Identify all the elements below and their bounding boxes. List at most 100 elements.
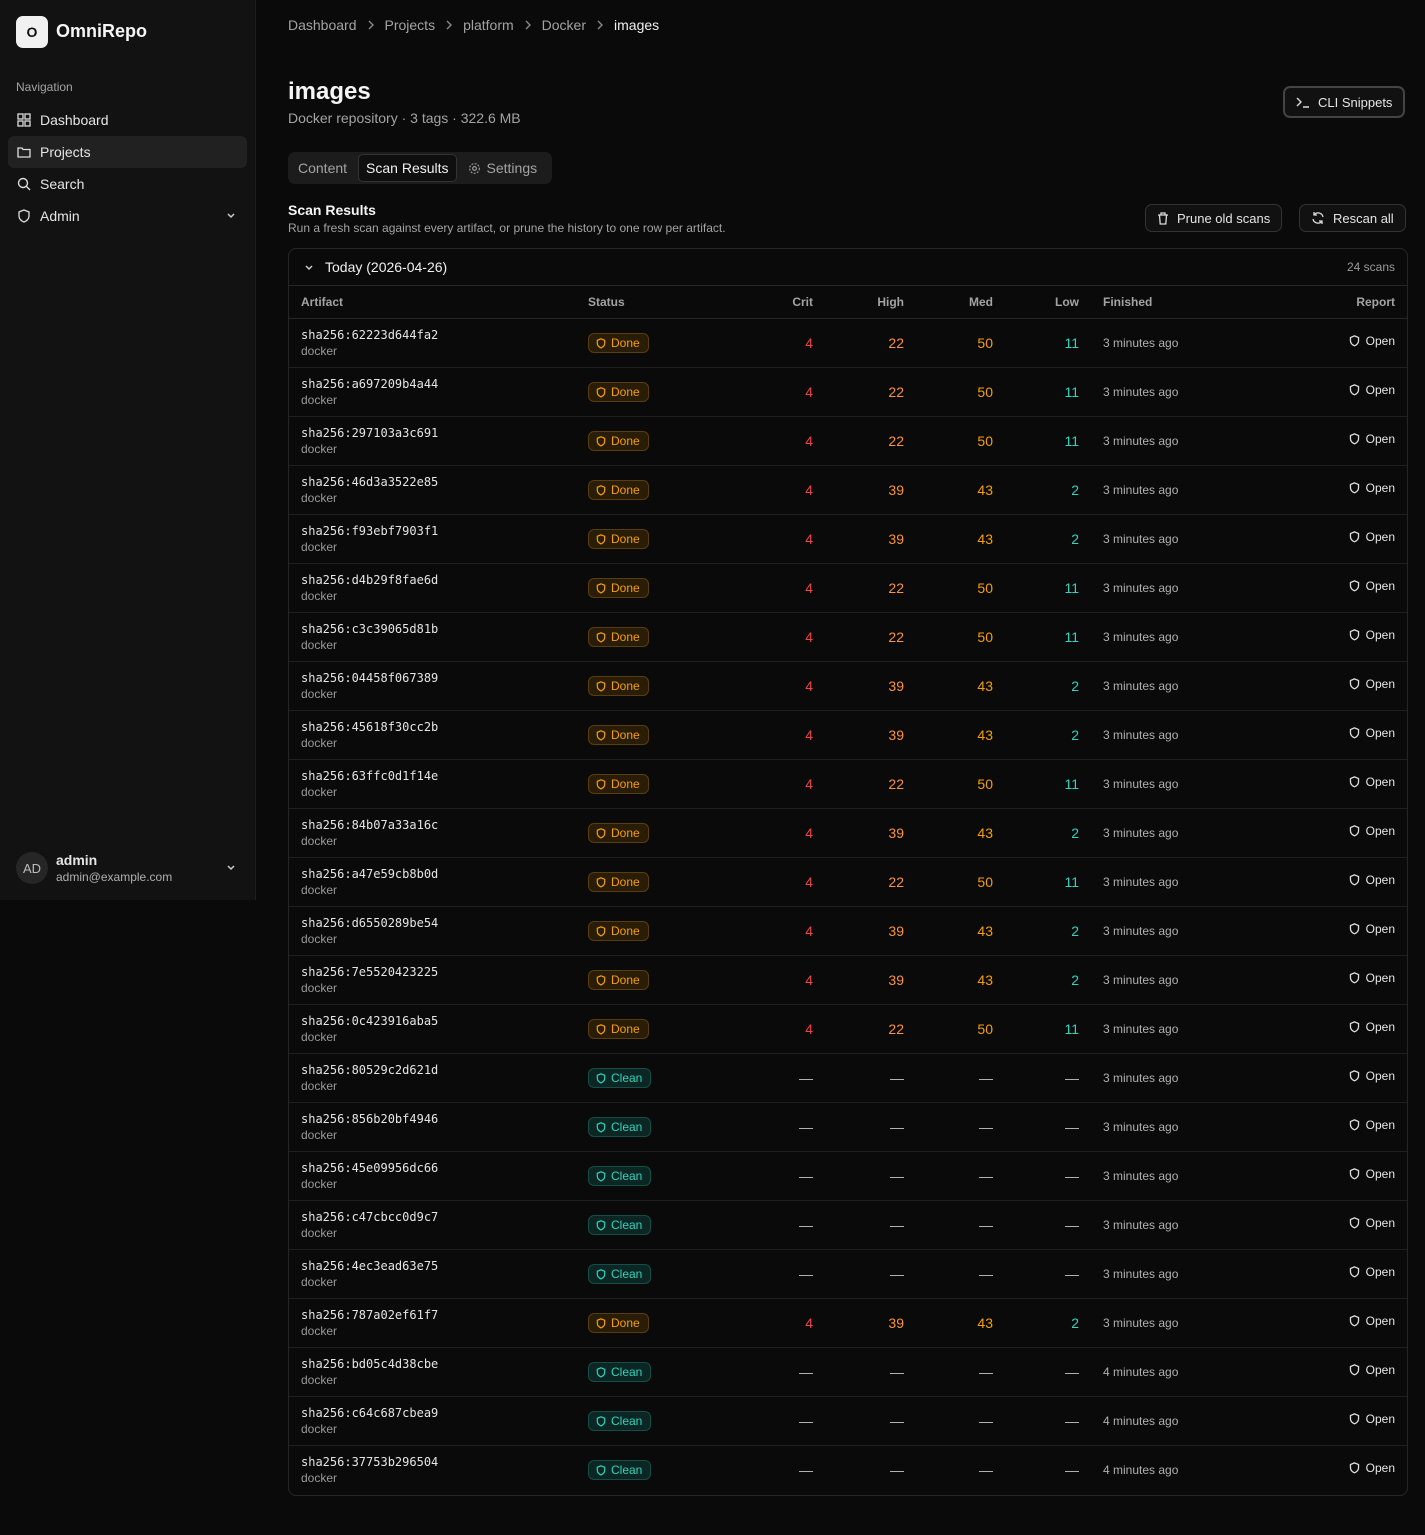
open-report[interactable]: Open (1348, 1216, 1395, 1230)
artifact: sha256:0c423916aba5 (301, 1014, 439, 1028)
count: 11 (1064, 629, 1079, 645)
status-badge: Done (588, 431, 649, 451)
nav-item[interactable]: Dashboard (8, 104, 247, 136)
open-report[interactable]: Open (1348, 579, 1395, 593)
artifact-type: docker (301, 883, 338, 897)
open-report[interactable]: Open (1348, 726, 1395, 740)
open-report[interactable]: Open (1348, 530, 1395, 544)
finished: 3 minutes ago (1103, 1267, 1179, 1281)
count: — (979, 1217, 993, 1233)
artifact: sha256:bd05c4d38cbe (301, 1357, 439, 1371)
cli-button[interactable]: CLI Snippets (1283, 86, 1406, 118)
finished: 3 minutes ago (1103, 777, 1179, 791)
column-header: Med (969, 295, 993, 309)
crumb[interactable]: Projects (384, 17, 436, 33)
column-header: Report (1356, 295, 1395, 309)
crumb[interactable]: Dashboard (288, 17, 357, 33)
finished: 3 minutes ago (1103, 630, 1179, 644)
table-row: sha256:62223d644fa2 docker Done 4 22 50 11 3 mi… (289, 319, 1407, 368)
count: — (1065, 1364, 1079, 1380)
open-report[interactable]: Open (1348, 922, 1395, 936)
finished: 3 minutes ago (1103, 336, 1179, 350)
count: 43 (977, 531, 993, 547)
artifact-type: docker (301, 687, 338, 701)
artifact: sha256:04458f067389 (301, 671, 439, 685)
count: 2 (1071, 727, 1079, 743)
column-header: High (877, 295, 904, 309)
artifact-type: docker (301, 1030, 338, 1044)
tab[interactable]: Settings (461, 155, 545, 181)
crumb[interactable]: Docker (541, 17, 587, 33)
artifact: sha256:c3c39065d81b (301, 622, 439, 636)
rescan-button[interactable]: Rescan all (1299, 204, 1406, 232)
count: 4 (805, 1315, 813, 1331)
tab[interactable]: Scan Results (358, 154, 457, 182)
count: 22 (888, 874, 904, 890)
status-badge: Clean (588, 1362, 652, 1382)
open-report[interactable]: Open (1348, 824, 1395, 838)
count: 50 (977, 776, 993, 792)
count: 4 (805, 531, 813, 547)
count: 4 (805, 678, 813, 694)
open-report[interactable]: Open (1348, 1118, 1395, 1132)
artifact: sha256:63ffc0d1f14e (301, 769, 439, 783)
open-report[interactable]: Open (1348, 677, 1395, 691)
finished: 3 minutes ago (1103, 581, 1179, 595)
finished: 3 minutes ago (1103, 1316, 1179, 1330)
open-report[interactable]: Open (1348, 971, 1395, 985)
open-report[interactable]: Open (1348, 1069, 1395, 1083)
open-report[interactable]: Open (1348, 628, 1395, 642)
artifact: sha256:c47cbcc0d9c7 (301, 1210, 439, 1224)
open-report[interactable]: Open (1348, 873, 1395, 887)
tab[interactable]: Content (291, 155, 354, 181)
status-badge: Clean (588, 1264, 652, 1284)
count: 2 (1071, 972, 1079, 988)
open-report[interactable]: Open (1348, 432, 1395, 446)
open-report[interactable]: Open (1348, 1412, 1395, 1426)
open-report[interactable]: Open (1348, 1363, 1395, 1377)
count: 4 (805, 580, 813, 596)
nav-item[interactable]: Admin (8, 200, 247, 232)
artifact: sha256:d6550289be54 (301, 916, 439, 930)
sidebar: O OmniRepo Navigation Dashboard Projects… (0, 0, 256, 900)
button-label: Rescan all (1333, 210, 1394, 226)
open-report[interactable]: Open (1348, 775, 1395, 789)
nav-item[interactable]: Search (8, 168, 247, 200)
count: 22 (888, 1021, 904, 1037)
finished: 3 minutes ago (1103, 532, 1179, 546)
avatar: AD (16, 852, 48, 884)
status-badge: Done (588, 676, 649, 696)
prune-button[interactable]: Prune old scans (1145, 204, 1283, 232)
crumb[interactable]: platform (463, 17, 514, 33)
table-row: sha256:46d3a3522e85 docker Done 4 39 43 2 3 min… (289, 466, 1407, 515)
artifact: sha256:a697209b4a44 (301, 377, 439, 391)
chevron[interactable] (226, 863, 236, 873)
count: 50 (977, 335, 993, 351)
status-badge: Done (588, 872, 649, 892)
count: 22 (888, 580, 904, 596)
table-body: sha256:62223d644fa2 docker Done 4 22 50 11 3 mi… (289, 319, 1407, 1495)
nav-item[interactable]: Projects (8, 136, 247, 168)
open-report[interactable]: Open (1348, 1167, 1395, 1181)
count: 11 (1064, 433, 1079, 449)
group-header[interactable]: Today (2026-04-26) 24 scans (289, 249, 1407, 286)
open-report[interactable]: Open (1348, 481, 1395, 495)
open-report[interactable]: Open (1348, 1461, 1395, 1475)
open-report[interactable]: Open (1348, 1314, 1395, 1328)
open-report[interactable]: Open (1348, 383, 1395, 397)
open-report[interactable]: Open (1348, 1020, 1395, 1034)
column-header: Artifact (301, 295, 344, 309)
artifact-type: docker (301, 442, 338, 456)
breadcrumbs: Dashboard Projects platform Docker images (288, 17, 669, 33)
open-report[interactable]: Open (1348, 334, 1395, 348)
table-row: sha256:c47cbcc0d9c7 docker Clean — — — — 3 minu… (289, 1201, 1407, 1250)
count: 22 (888, 335, 904, 351)
page-title: images (288, 78, 371, 105)
status-badge: Clean (588, 1460, 652, 1480)
open-report[interactable]: Open (1348, 1265, 1395, 1279)
table-row: sha256:d4b29f8fae6d docker Done 4 22 50 11 3 mi… (289, 564, 1407, 613)
count: — (979, 1364, 993, 1380)
status-badge: Clean (588, 1117, 652, 1137)
count: 43 (977, 727, 993, 743)
count: 43 (977, 923, 993, 939)
